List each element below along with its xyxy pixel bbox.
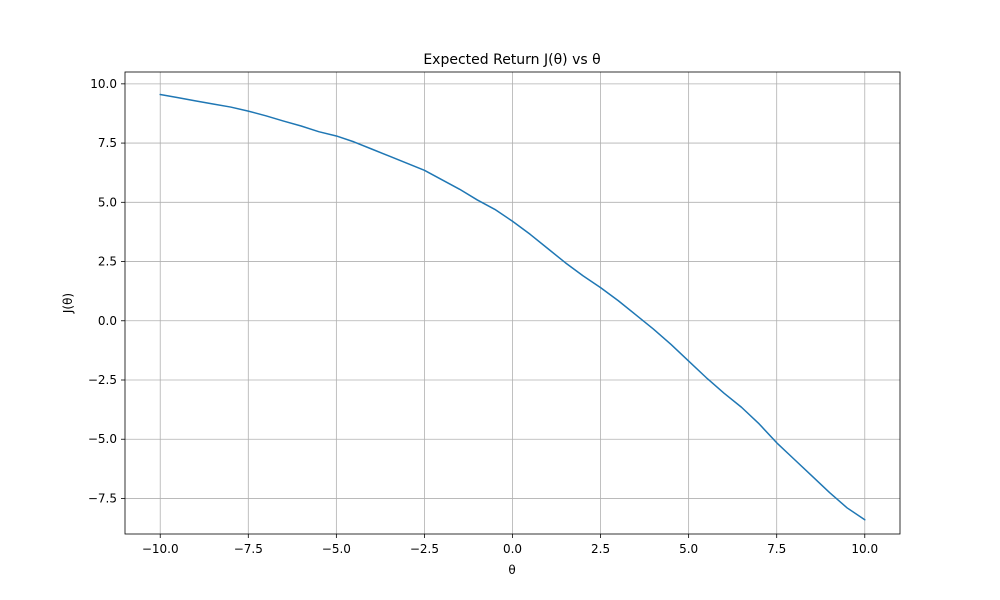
- y-tick-label: 10.0: [90, 77, 117, 91]
- x-tick-label: 0.0: [503, 542, 522, 556]
- grid: [125, 72, 900, 534]
- x-tick-label: −7.5: [234, 542, 263, 556]
- chart-title: Expected Return J(θ) vs θ: [423, 52, 600, 68]
- y-tick-label: −2.5: [88, 373, 117, 387]
- y-tick-label: 5.0: [98, 195, 117, 209]
- x-tick-label: 2.5: [591, 542, 610, 556]
- x-tick-label: 10.0: [851, 542, 878, 556]
- x-tick-label: −5.0: [322, 542, 351, 556]
- axis-ticks: −10.0 −7.5 −5.0 −2.5 0.0 2.5 5.0 7.5 10.0 10.0 7.5…: [88, 77, 878, 556]
- x-tick-label: −10.0: [142, 542, 179, 556]
- x-tick-label: 7.5: [767, 542, 786, 556]
- x-tick-label: 5.0: [679, 542, 698, 556]
- x-tick-label: −2.5: [410, 542, 439, 556]
- axes-frame: [124, 71, 901, 535]
- y-tick-label: 7.5: [98, 136, 117, 150]
- plot-area: [159, 93, 866, 521]
- y-tick-label: 2.5: [98, 255, 117, 269]
- y-tick-label: 0.0: [98, 314, 117, 328]
- series-line-0: [159, 93, 866, 521]
- y-tick-label: −5.0: [88, 432, 117, 446]
- y-tick-label: −7.5: [88, 491, 117, 505]
- y-axis-label: J(θ): [61, 293, 75, 314]
- x-axis-label: θ: [508, 563, 515, 577]
